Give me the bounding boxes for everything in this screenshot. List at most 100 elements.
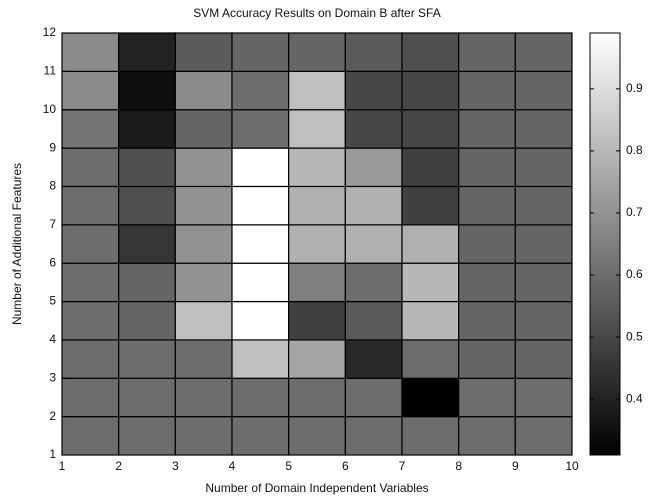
heatmap-cell [344,32,403,72]
heatmap-cell [231,109,290,149]
heatmap-cell [231,147,290,188]
heatmap-cell [174,300,233,341]
heatmap-cell [458,262,516,303]
heatmap-cell [118,300,176,341]
x-tick-label: 2 [115,459,122,473]
heatmap-cell [288,339,346,379]
x-tick-label: 6 [342,459,349,473]
heatmap-cell [231,339,290,379]
heatmap-cell [514,32,573,72]
heatmap-cell [344,224,403,264]
heatmap-cell [401,416,460,456]
heatmap-cell [174,377,233,418]
heatmap-cell [174,416,233,456]
heatmap-cell [118,185,176,226]
x-tick-label: 8 [455,459,462,473]
heatmap-cell [174,32,233,72]
heatmap-cell [61,185,120,226]
y-tick-label: 9 [49,140,56,154]
x-axis-label: Number of Domain Independent Variables [205,481,428,495]
x-tick-label: 3 [172,459,179,473]
heatmap-cell [458,185,516,226]
heatmap-cell [514,185,573,226]
heatmap-cell [344,147,403,188]
y-tick-label: 10 [43,102,57,116]
heatmap-cell [458,377,516,418]
heatmap-cell [401,70,460,111]
heatmap-cell [61,224,120,264]
heatmap-cell [401,32,460,72]
heatmap-cell [344,109,403,149]
heatmap-cell [231,262,290,303]
heatmap-cell [231,416,290,456]
colorbar [589,32,621,456]
heatmap-cell [118,32,176,72]
y-tick-label: 6 [49,255,56,269]
colorbar-tick-label: 0.5 [626,329,643,343]
colorbar-tick-label: 0.9 [626,81,643,95]
heatmap-cell [514,300,573,341]
heatmap-cell [231,300,290,341]
heatmap-cell [61,70,120,111]
heatmap-cell [61,109,120,149]
heatmap-cell [458,416,516,456]
heatmap-cell [514,224,573,264]
heatmap-cell [231,70,290,111]
heatmap-cell [288,185,346,226]
x-tick-label: 4 [229,459,236,473]
x-tick-label: 7 [399,459,406,473]
chart-title: SVM Accuracy Results on Domain B after S… [193,6,440,20]
heatmap-cell [344,185,403,226]
heatmap-cell [118,109,176,149]
heatmap-cell [118,377,176,418]
heatmap-cell [288,70,346,111]
heatmap-cell [458,32,516,72]
colorbar-tick-label: 0.7 [626,205,643,219]
colorbar-tick-label: 0.6 [626,267,643,281]
heatmap-cell [288,262,346,303]
heatmap-cell [344,262,403,303]
heatmap-cell [458,147,516,188]
heatmap-cell [344,70,403,111]
heatmap-cell [118,224,176,264]
heatmap-cell [514,109,573,149]
heatmap-cell [288,147,346,188]
y-axis-label: Number of Additional Features [10,163,24,325]
heatmap-cell [401,377,460,418]
heatmap-cell [514,339,573,379]
heatmap-cell [174,147,233,188]
y-tick-label: 5 [49,294,56,308]
heatmap-cell [174,70,233,111]
heatmap-cell [61,32,120,72]
x-tick-label: 10 [565,459,579,473]
heatmap-cell [174,109,233,149]
heatmap-cell [401,224,460,264]
heatmap-cell [61,262,120,303]
heatmap-cell [401,262,460,303]
heatmap-cell [514,262,573,303]
heatmap-cell [288,377,346,418]
heatmap-cell [401,185,460,226]
y-tick-label: 4 [49,332,56,346]
heatmap-cell [458,300,516,341]
heatmap-cell [61,416,120,456]
colorbar-tick-label: 0.4 [626,391,643,405]
heatmap-cell [61,339,120,379]
y-tick-label: 3 [49,370,56,384]
x-tick-label: 1 [59,459,66,473]
heatmap-cell [344,300,403,341]
heatmap-cell [288,224,346,264]
heatmap-cell [174,224,233,264]
heatmap-cell [61,300,120,341]
y-tick-label: 7 [49,217,56,231]
y-tick-label: 8 [49,179,56,193]
heatmap-cell [174,262,233,303]
heatmap-cell [231,185,290,226]
heatmap-cell [288,32,346,72]
y-tick-label: 2 [49,409,56,423]
heatmap-cell [61,147,120,188]
colorbar-tick-label: 0.8 [626,143,643,157]
plot-frame [61,32,573,456]
heatmap-cell [288,300,346,341]
